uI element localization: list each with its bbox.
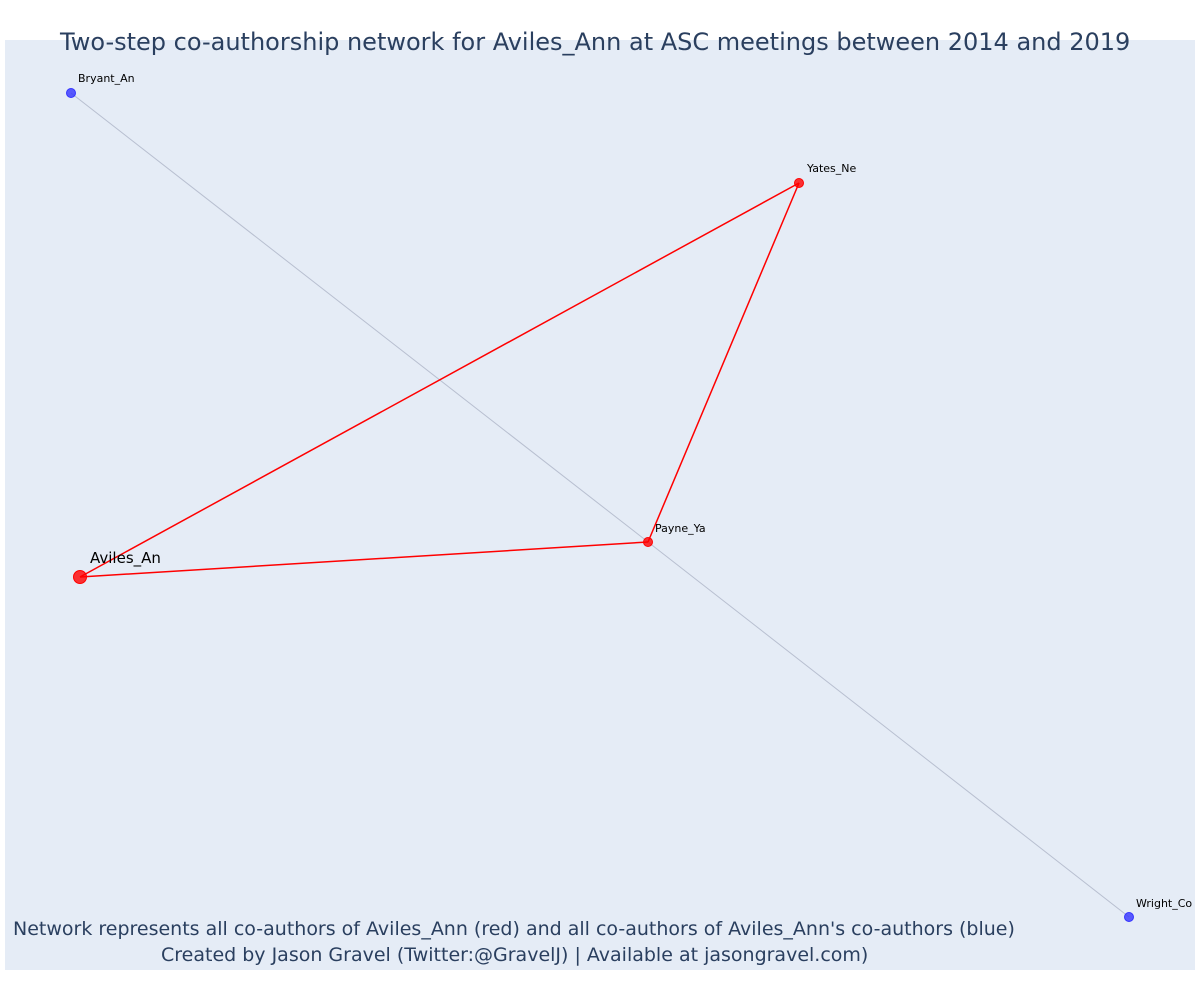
node-aviles[interactable] [73,570,87,584]
node-label-wright: Wright_Co [1136,897,1192,910]
node-label-bryant: Bryant_An [78,72,135,85]
node-label-yates: Yates_Ne [806,162,856,175]
edges-layer [70,92,1130,918]
node-wright[interactable] [1124,912,1134,922]
caption-credit: Created by Jason Gravel (Twitter:@Gravel… [161,944,869,966]
caption-legend-note: Network represents all co-authors of Avi… [13,918,1015,940]
edge-bryant-payne [70,92,649,543]
labels-layer: Aviles_An Payne_Ya Yates_Ne Bryant_An Wright… [78,72,1192,910]
edge-payne-wright [647,541,1130,918]
edge-aviles-yates [79,182,800,578]
node-yates[interactable] [794,178,804,188]
node-label-aviles: Aviles_An [90,549,161,568]
node-label-payne: Payne_Ya [655,522,706,535]
node-payne[interactable] [643,537,653,547]
nodes-layer [66,88,1134,922]
node-bryant[interactable] [66,88,76,98]
chart-title: Two-step co-authorship network for Avile… [60,28,1131,56]
edge-yates-payne [647,182,800,543]
edge-aviles-payne [79,541,649,578]
